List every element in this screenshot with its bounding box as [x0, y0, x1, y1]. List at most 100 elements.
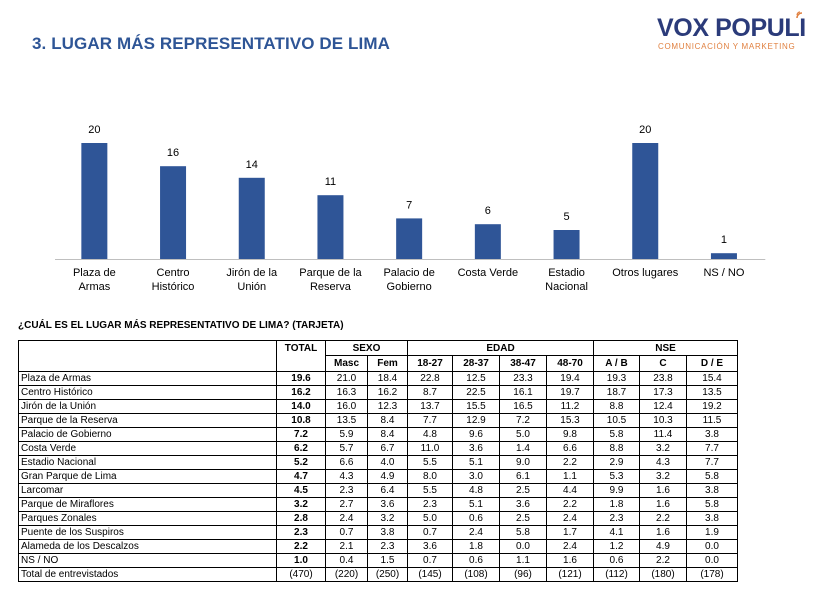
- value-cell: 3.6: [407, 539, 453, 554]
- value-cell: 6.1: [499, 469, 547, 484]
- row-label: Estadio Nacional: [18, 455, 277, 470]
- value-cell: 1.2: [593, 539, 640, 554]
- value-cell: 2.5: [499, 511, 547, 526]
- value-cell: 0.0: [499, 539, 547, 554]
- value-cell: 19.2: [686, 399, 738, 414]
- value-cell: 2.7: [325, 497, 368, 512]
- data-label: 7: [406, 199, 412, 211]
- value-cell: (180): [639, 567, 687, 582]
- row-label: Larcomar: [18, 483, 277, 498]
- value-cell: (250): [367, 567, 408, 582]
- value-cell: 13.5: [686, 385, 738, 400]
- value-cell: 13.5: [325, 413, 368, 428]
- value-cell: 2.1: [325, 539, 368, 554]
- value-cell: 0.0: [686, 539, 738, 554]
- value-cell: 5.7: [325, 441, 368, 456]
- value-cell: 9.8: [546, 427, 594, 442]
- value-cell: 6.4: [367, 483, 408, 498]
- col-header: A / B: [593, 355, 640, 372]
- total-cell: 3.2: [276, 497, 326, 512]
- data-label: 6: [485, 205, 491, 217]
- value-cell: 9.6: [452, 427, 500, 442]
- value-cell: 3.6: [452, 441, 500, 456]
- table-row: Plaza de Armas 19.6 21.0 18.4 22.8 12.5 23.3 19…: [18, 371, 738, 386]
- table-row: Total de entrevistados (470) (220) (250) (14…: [18, 567, 738, 582]
- value-cell: 1.6: [639, 497, 687, 512]
- bar: [710, 253, 737, 259]
- category-label: NS / NO: [703, 267, 744, 279]
- value-cell: 1.8: [593, 497, 640, 512]
- value-cell: 0.0: [686, 553, 738, 568]
- value-cell: (121): [546, 567, 594, 582]
- value-cell: 2.3: [367, 539, 408, 554]
- value-cell: 3.8: [686, 427, 738, 442]
- total-cell: 19.6: [276, 371, 326, 386]
- row-label: Parque de Miraflores: [18, 497, 277, 512]
- row-label: Parque de la Reserva: [18, 413, 277, 428]
- value-cell: 0.7: [325, 525, 368, 540]
- category-label: Armas: [78, 281, 110, 293]
- value-cell: 12.3: [367, 399, 408, 414]
- value-cell: 1.1: [499, 553, 547, 568]
- row-label: Parques Zonales: [18, 511, 277, 526]
- value-cell: 3.8: [686, 511, 738, 526]
- col-header: 48-70: [546, 355, 594, 372]
- value-cell: 12.5: [452, 371, 500, 386]
- category-label: Palacio de: [383, 267, 434, 279]
- value-cell: 3.6: [499, 497, 547, 512]
- total-cell: 1.0: [276, 553, 326, 568]
- table-row: Parque de Miraflores 3.2 2.7 3.6 2.3 5.1 3.6 2.…: [18, 497, 738, 512]
- signal-arc-icon: [796, 11, 803, 19]
- value-cell: 12.9: [452, 413, 500, 428]
- table-row: Costa Verde 6.2 5.7 6.7 11.0 3.6 1.4 6.6 8.8 3.2 7…: [18, 441, 738, 456]
- value-cell: 1.6: [639, 525, 687, 540]
- value-cell: 2.2: [546, 497, 594, 512]
- table-row: Alameda de los Descalzos 2.2 2.1 2.3 3.6 1.8 0…: [18, 539, 738, 554]
- row-label: Plaza de Armas: [18, 371, 277, 386]
- value-cell: 5.3: [593, 469, 640, 484]
- corner-cell: [18, 340, 277, 356]
- row-label: Palacio de Gobierno: [18, 427, 277, 442]
- value-cell: (108): [452, 567, 500, 582]
- value-cell: 8.7: [407, 385, 453, 400]
- value-cell: 5.1: [452, 497, 500, 512]
- row-label: Puente de los Suspiros: [18, 525, 277, 540]
- value-cell: 7.7: [686, 441, 738, 456]
- total-cell: 14.0: [276, 399, 326, 414]
- logo-main-text: VOX POPULI: [657, 14, 806, 42]
- value-cell: 21.0: [325, 371, 368, 386]
- col-header: D / E: [686, 355, 738, 372]
- total-cell: 5.2: [276, 455, 326, 470]
- value-cell: 10.3: [639, 413, 687, 428]
- value-cell: 19.3: [593, 371, 640, 386]
- value-cell: 2.3: [407, 497, 453, 512]
- value-cell: (220): [325, 567, 368, 582]
- value-cell: 23.8: [639, 371, 687, 386]
- value-cell: 0.7: [407, 553, 453, 568]
- value-cell: 4.1: [593, 525, 640, 540]
- value-cell: 3.2: [639, 441, 687, 456]
- value-cell: 16.0: [325, 399, 368, 414]
- total-subheader: [276, 355, 326, 372]
- row-label: NS / NO: [18, 553, 277, 568]
- value-cell: 4.3: [325, 469, 368, 484]
- table-body: Plaza de Armas 19.6 21.0 18.4 22.8 12.5 23.3 19…: [18, 371, 738, 582]
- value-cell: 7.7: [407, 413, 453, 428]
- value-cell: 3.2: [639, 469, 687, 484]
- total-cell: (470): [276, 567, 326, 582]
- value-cell: 5.5: [407, 483, 453, 498]
- value-cell: 10.5: [593, 413, 640, 428]
- value-cell: 0.6: [593, 553, 640, 568]
- value-cell: 16.3: [325, 385, 368, 400]
- value-cell: 6.6: [325, 455, 368, 470]
- value-cell: 1.5: [367, 553, 408, 568]
- value-cell: 1.8: [452, 539, 500, 554]
- value-cell: 5.0: [407, 511, 453, 526]
- table-row: Centro Histórico 16.2 16.3 16.2 8.7 22.5 16.1 1…: [18, 385, 738, 400]
- bar: [553, 230, 580, 259]
- category-label: Nacional: [545, 281, 588, 293]
- value-cell: 6.7: [367, 441, 408, 456]
- total-cell: 4.7: [276, 469, 326, 484]
- group-header-nse: NSE: [593, 340, 738, 356]
- value-cell: (112): [593, 567, 640, 582]
